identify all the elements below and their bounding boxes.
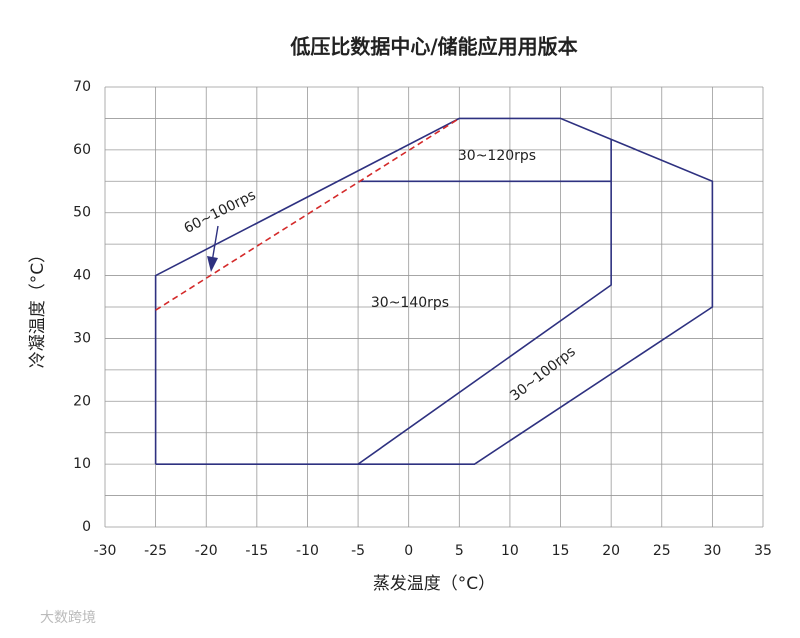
x-tick-label: -10 bbox=[296, 543, 319, 559]
x-tick-label: -30 bbox=[94, 543, 117, 559]
y-tick-label: 60 bbox=[73, 142, 91, 158]
annotation: 30~140rps bbox=[371, 295, 449, 311]
envelope-line bbox=[357, 139, 612, 465]
x-tick-label: -5 bbox=[351, 543, 365, 559]
x-tick-label: 5 bbox=[455, 543, 464, 559]
x-tick-label: -25 bbox=[144, 543, 167, 559]
y-axis-label: 冷凝温度（°C） bbox=[28, 246, 48, 368]
x-tick-label: 30 bbox=[703, 543, 721, 559]
x-tick-label: 0 bbox=[404, 543, 413, 559]
x-tick-label: 35 bbox=[754, 543, 772, 559]
y-tick-label: 50 bbox=[73, 205, 91, 221]
y-tick-label: 70 bbox=[73, 79, 91, 95]
x-tick-label: -15 bbox=[245, 543, 268, 559]
x-tick-label: 25 bbox=[653, 543, 671, 559]
watermark: 大数跨境 bbox=[40, 610, 96, 626]
x-tick-label: 20 bbox=[602, 543, 620, 559]
x-axis-label: 蒸发温度（°C） bbox=[373, 574, 495, 594]
envelope-line bbox=[154, 117, 714, 465]
y-tick-label: 30 bbox=[73, 330, 91, 346]
arrow-head bbox=[207, 256, 218, 272]
chart-title: 低压比数据中心/储能应用用版本 bbox=[289, 35, 577, 59]
arrow bbox=[211, 225, 219, 263]
x-tick-label: 15 bbox=[552, 543, 570, 559]
x-tick-label: -20 bbox=[195, 543, 218, 559]
y-tick-label: 20 bbox=[73, 393, 91, 409]
y-tick-label: 0 bbox=[82, 519, 91, 535]
annotation: 30~120rps bbox=[458, 148, 536, 164]
y-tick-label: 40 bbox=[73, 268, 91, 284]
y-tick-label: 10 bbox=[73, 456, 91, 472]
annotation: 60~100rps bbox=[182, 187, 259, 237]
x-tick-label: 10 bbox=[501, 543, 519, 559]
annotation: 30~100rps bbox=[507, 344, 578, 405]
